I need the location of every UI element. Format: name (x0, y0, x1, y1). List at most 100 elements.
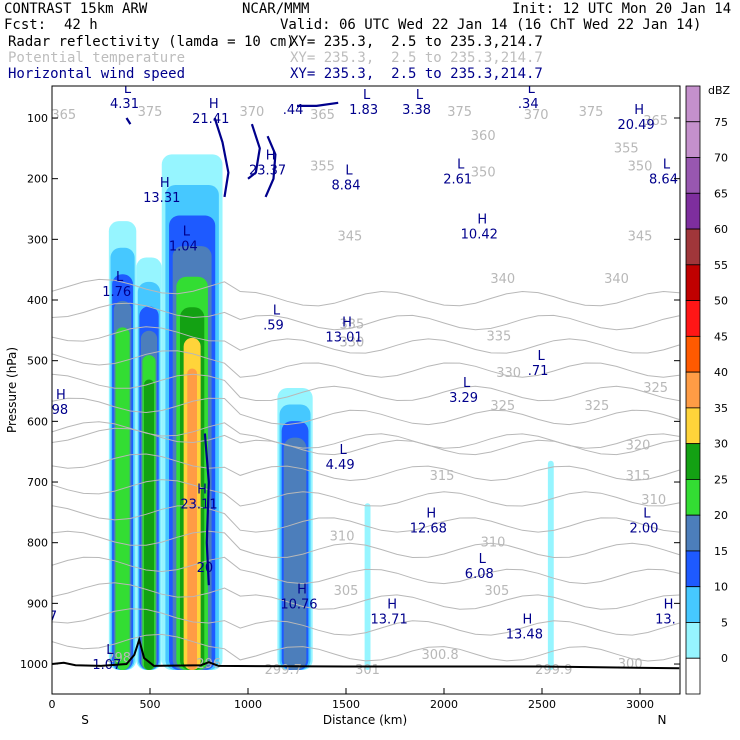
wind-extremum-type: H (522, 613, 532, 628)
y-tick-label-3: 400 (27, 294, 48, 307)
wind-extremum-value: .44 (283, 103, 304, 118)
wind-extremum-type: L (479, 552, 487, 567)
colorbar-label-30: 30 (714, 438, 728, 451)
colorbar-swatch-10 (685, 300, 701, 337)
theta-contour-305 (52, 608, 680, 636)
colorbar-swatch-0 (685, 657, 701, 695)
valid-time: Valid: 06 UTC Wed 22 Jan 14 (16 ChT Wed … (280, 17, 702, 33)
wind-extremum-value: 4.31 (110, 97, 139, 112)
wind-extremum-value: 1.83 (349, 103, 378, 118)
theta-contour-365 (52, 326, 680, 354)
colorbar-swatch-7 (685, 407, 701, 445)
wind-extremum-8: L8.84 (332, 164, 361, 194)
reflectivity-cell-0-level-5 (115, 327, 130, 671)
colorbar-label-55: 55 (714, 259, 728, 272)
x-axis-title: Distance (km) (323, 713, 407, 727)
wind-extremum-28: H13.48 (506, 613, 543, 643)
reflectivity-cell-2-level-8 (187, 368, 198, 671)
colorbar: dBZ 0 5 10 15 20 25 30 35 40 45 50 55 60 65 70 75 (685, 84, 731, 695)
theta-label-12: 350 (471, 166, 496, 181)
theta-label-25: 315 (430, 469, 455, 484)
reflectivity-cell-5-level-1 (547, 460, 554, 671)
terrain-line (52, 636, 680, 670)
theta-label-22: 325 (584, 399, 609, 414)
wind-extremum-value: 3.29 (449, 391, 478, 406)
y-tick-label-2: 300 (27, 233, 48, 246)
reflectivity-cell-1-level-6 (143, 379, 155, 671)
axes: 0 500 1000 1500 2000 2500 3000 100 200 300 400 500 6… (20, 112, 680, 711)
wind-extremum-6: H20.49 (617, 103, 654, 133)
wind-extremum-5: L.34 (518, 82, 539, 112)
wind-extremum-30: 7 (52, 609, 57, 624)
wind-extremum-10: L8.64 (649, 158, 678, 188)
theta-label-16: 340 (604, 272, 629, 287)
theta-label-9: 355 (614, 141, 639, 156)
theta-contour-310 (52, 582, 680, 610)
wind-extremum-type: L (345, 164, 353, 179)
wind-extremum-type: H (664, 598, 674, 613)
theta-label-32: 300 (618, 657, 643, 672)
theta-label-6: 375 (579, 105, 604, 120)
theta-contour-375 (52, 278, 680, 307)
potential-temperature-layer: 365 375 370 365 375 370 375 365 360 355 350 355 350 3… (51, 105, 680, 678)
wind-extremum-type: L (116, 270, 124, 285)
x-tick-label-0: 0 (49, 698, 56, 711)
theta-label-0: 365 (51, 108, 76, 123)
wind-extremum-value: 13.71 (371, 613, 408, 628)
wind-extremum-0: L4.31 (110, 82, 139, 112)
y-tick-label-7: 800 (27, 537, 48, 550)
wind-extremum-type: L (273, 303, 281, 318)
wind-extremum-16: H13.01 (325, 315, 362, 345)
reflectivity-cell-4-level-1 (364, 503, 371, 671)
y-tick-label-9: 1000 (20, 658, 48, 671)
y-tick-label-1: 200 (27, 173, 48, 186)
wind-contour-0 (213, 117, 230, 198)
wind-extremum-type: L (106, 643, 114, 658)
wind-extremum-29: H13. (655, 598, 676, 628)
org-label: NCAR/MMM (242, 1, 310, 17)
wind-extremum-value: 8.64 (649, 173, 678, 188)
theta-label-14: 345 (628, 229, 653, 244)
wind-extremum-value: 3.38 (402, 103, 431, 118)
theta-label-24: 320 (626, 439, 651, 454)
x-tick-label-2: 1000 (234, 698, 262, 711)
wind-extremum-type: L (643, 507, 651, 522)
wind-extremum-type: H (634, 103, 644, 118)
x-tick-label-4: 2000 (430, 698, 458, 711)
field-wind-name: Horizontal wind speed (8, 66, 186, 82)
wind-contour-4 (203, 433, 210, 586)
colorbar-swatch-8 (685, 371, 701, 409)
colorbar-swatch-16 (685, 85, 701, 123)
wind-contour-1 (247, 123, 261, 180)
wind-extremum-value: 2.61 (443, 173, 472, 188)
field-theta-xy: XY= 235.3, 2.5 to 235.3,214.7 (290, 50, 543, 66)
theta-label-8: 360 (471, 129, 496, 144)
colorbar-label-65: 65 (714, 187, 728, 200)
x-tick-label-5: 2500 (528, 698, 556, 711)
wind-extremum-25: 20 (197, 561, 214, 576)
wind-extremum-type: L (183, 224, 191, 239)
wind-extremum-value: 23.37 (249, 164, 286, 179)
wind-extremum-9: L2.61 (443, 158, 472, 188)
theta-label-27: 310 (330, 530, 355, 545)
y-tick-label-4: 500 (27, 355, 48, 368)
wind-extremum-value: 1.76 (102, 285, 131, 300)
colorbar-label-70: 70 (714, 152, 728, 165)
reflectivity-cell-3-level-4 (283, 437, 307, 671)
colorbar-swatch-1 (685, 622, 701, 659)
colorbar-label-40: 40 (714, 366, 728, 379)
wind-extremum-type: L (528, 82, 536, 97)
wind-extremum-value: 10.76 (280, 597, 317, 612)
colorbar-swatch-5 (685, 479, 701, 516)
colorbar-swatch-6 (685, 443, 701, 480)
wind-extremum-type: H (387, 598, 397, 613)
theta-contour-315 (52, 556, 680, 585)
wind-extremum-value: .59 (263, 318, 284, 333)
theta-label-35: 301 (355, 663, 380, 678)
wind-extremum-type: L (457, 158, 465, 173)
theta-label-18: 335 (486, 329, 511, 344)
wind-extremum-value: .71 (528, 364, 549, 379)
theta-label-15: 340 (490, 272, 515, 287)
wind-extremum-type: L (124, 82, 132, 97)
